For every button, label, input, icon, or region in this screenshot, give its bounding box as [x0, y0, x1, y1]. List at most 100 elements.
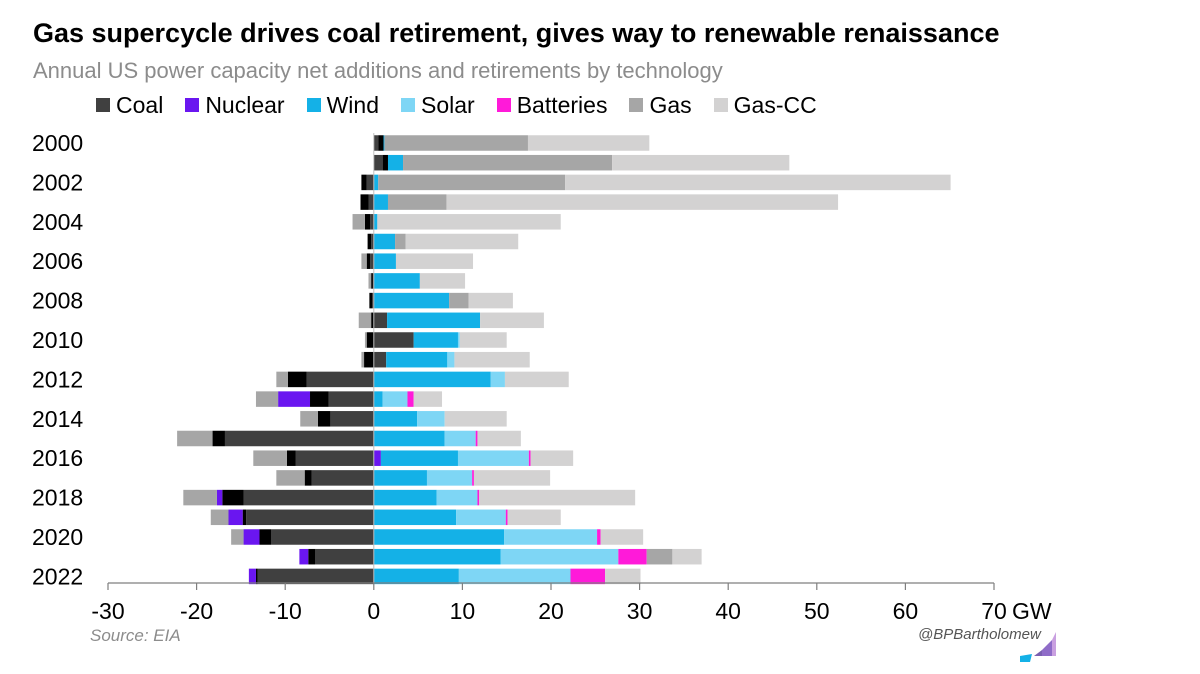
bar-gas-cc-2020 [600, 529, 644, 545]
x-tick-label: 40 [715, 598, 741, 624]
bar-solar-2020 [504, 529, 598, 545]
bar-batteries-2020 [597, 529, 601, 545]
bar-wind-2007 [373, 273, 420, 289]
legend-square-icon [713, 98, 728, 112]
bar-gas-2000 [384, 135, 528, 151]
bar-gas-2012 [276, 371, 288, 388]
bar-batteries-2017 [472, 470, 474, 486]
x-tick-label: 50 [804, 598, 830, 624]
legend-square-icon [96, 98, 110, 112]
legend-item-coal: Coal [96, 92, 163, 119]
bar-solar-2011 [447, 351, 455, 368]
legend-label: Gas [649, 91, 692, 118]
bar-gas-2002 [378, 174, 566, 191]
bar-gas-cc-2016 [530, 450, 574, 466]
bar-coal-2005 [371, 233, 374, 250]
bar-batteries-2018 [477, 489, 480, 506]
bar-gas-2017 [276, 470, 305, 486]
x-tick-label: 60 [893, 598, 919, 624]
legend-label: Coal [116, 91, 164, 118]
bar-other-2013 [310, 391, 329, 407]
bar-coal-2022 [257, 568, 374, 585]
bar-wind-2015 [373, 430, 445, 447]
bar-gas-2009 [358, 312, 372, 329]
bar-nuclear-2021 [299, 548, 309, 565]
bar-coal-2000 [373, 135, 379, 151]
bar-solar-2014 [417, 411, 445, 427]
bar-coal-2017 [311, 470, 374, 486]
bar-gas-2007 [368, 273, 372, 289]
bar-coal-2011 [373, 351, 387, 368]
y-tick-label-2000: 2000 [32, 130, 83, 156]
bar-coal-2001 [373, 154, 383, 171]
bar-gas-2015 [177, 430, 213, 447]
bar-gas-cc-2021 [672, 548, 702, 565]
y-tick-label-2014: 2014 [32, 406, 83, 432]
bar-gas-2004 [352, 214, 365, 230]
legend-item-gas-cc: Gas-CC [713, 92, 817, 119]
bar-nuclear-2018 [216, 489, 223, 506]
bar-other-2020 [259, 529, 272, 545]
source-note: Source: EIA [90, 626, 181, 645]
legend-square-icon [400, 98, 415, 112]
bar-wind-2019 [373, 509, 457, 526]
chart-title: Gas supercycle drives coal retirement, g… [33, 18, 1000, 48]
bar-wind-2022 [373, 568, 459, 585]
bar-wind-2006 [373, 253, 396, 269]
y-tick-label-2020: 2020 [32, 524, 83, 550]
y-tick-label-2018: 2018 [32, 485, 83, 511]
bar-wind-2005 [373, 233, 396, 250]
y-tick-label-2022: 2022 [32, 563, 83, 589]
bar-batteries-2013 [407, 391, 414, 407]
bar-coal-2006 [370, 253, 374, 269]
bar-gas-cc-2005 [405, 233, 519, 250]
bar-other-2002 [361, 174, 367, 191]
bar-other-2014 [317, 411, 331, 427]
bar-gas-cc-2002 [565, 174, 951, 191]
bar-coal-2012 [306, 371, 374, 388]
bar-gas-2018 [183, 489, 217, 506]
bar-solar-2012 [490, 371, 505, 388]
bar-wind-2009 [387, 312, 481, 329]
bar-solar-2017 [426, 470, 473, 486]
legend-square-icon [496, 98, 511, 112]
bar-solar-2021 [500, 548, 619, 565]
bar-gas-cc-2012 [504, 371, 569, 388]
bar-gas-cc-2007 [419, 273, 466, 289]
bar-gas-2008 [449, 292, 469, 309]
bar-other-2017 [304, 470, 312, 486]
x-tick-label: -30 [91, 598, 124, 624]
y-tick-label-2004: 2004 [32, 209, 83, 235]
bar-other-2019 [242, 509, 247, 526]
bar-coal-2004 [370, 214, 374, 230]
x-tick-label: 10 [450, 598, 476, 624]
legend-label: Batteries [516, 91, 608, 118]
bar-nuclear-2016 [373, 450, 381, 466]
legend-item-nuclear: Nuclear [185, 92, 285, 119]
bar-gas-cc-2018 [479, 489, 636, 506]
bar-wind-2012 [373, 371, 491, 388]
bar-coal-2019 [246, 509, 374, 526]
x-tick-label: -10 [269, 598, 302, 624]
bar-gas-cc-2019 [507, 509, 561, 526]
bar-other-2022 [255, 568, 258, 585]
bar-wind-2008 [373, 292, 450, 309]
bar-other-2005 [367, 233, 372, 250]
bar-gas-cc-2008 [468, 292, 513, 309]
bar-other-2015 [212, 430, 225, 447]
bar-coal-2014 [330, 411, 374, 427]
bar-other-2011 [364, 351, 374, 368]
bar-gas-cc-2011 [454, 351, 530, 368]
author-handle: @BPBartholomew [918, 626, 1041, 643]
bar-coal-2003 [368, 194, 374, 210]
y-tick-label-2010: 2010 [32, 327, 83, 353]
bar-nuclear-2022 [248, 568, 256, 585]
bar-nuclear-2013 [278, 391, 311, 407]
bar-solar-2019 [456, 509, 506, 526]
bar-other-2000 [378, 135, 384, 151]
bar-gas-2005 [395, 233, 406, 250]
bar-coal-2015 [224, 430, 374, 447]
legend-item-solar: Solar [400, 92, 475, 119]
bar-gas-cc-2009 [480, 312, 544, 329]
bar-solar-2010 [457, 332, 460, 348]
